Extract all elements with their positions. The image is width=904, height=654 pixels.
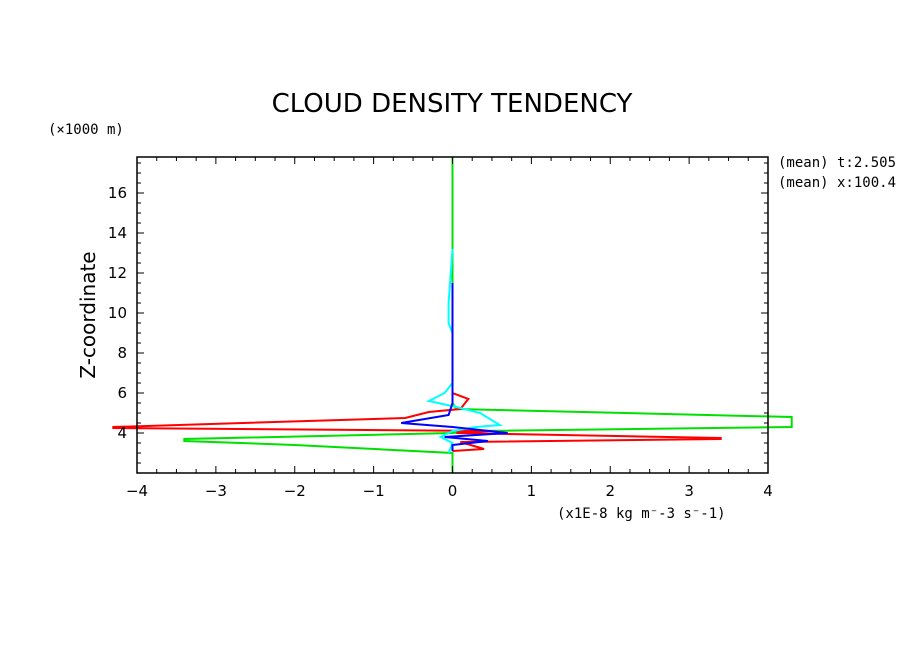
x-tick-label: 4 <box>763 482 773 500</box>
y-tick-label: 4 <box>117 424 127 442</box>
y-tick-label: 14 <box>108 224 127 242</box>
mean-x-annotation: (mean) x:100.4 <box>778 175 896 191</box>
x-tick-label: 1 <box>527 482 537 500</box>
y-tick-label: 10 <box>108 304 127 322</box>
series-line-3 <box>425 248 503 454</box>
x-tick-label: −4 <box>126 482 148 500</box>
series-line-4 <box>401 283 508 451</box>
y-axis-label: Z-coordinate <box>76 251 100 378</box>
chart-title: CLOUD DENSITY TENDENCY <box>272 89 633 119</box>
y-tick-label: 6 <box>117 384 127 402</box>
x-unit-label: (x1E-8 kg m⁻-3 s⁻-1) <box>557 506 726 522</box>
x-tick-label: −1 <box>363 482 385 500</box>
mean-t-annotation: (mean) t:2.505 <box>778 155 896 171</box>
x-tick-label: 3 <box>684 482 694 500</box>
y-tick-label: 12 <box>108 264 127 282</box>
y-unit-label: (×1000 m) <box>48 122 124 138</box>
x-tick-label: 0 <box>448 482 458 500</box>
y-tick-label: 16 <box>108 184 127 202</box>
series-line-2 <box>112 293 722 452</box>
x-tick-label: −2 <box>284 482 306 500</box>
series-layer <box>112 157 793 473</box>
y-tick-label: 8 <box>117 344 127 362</box>
x-tick-label: 2 <box>605 482 615 500</box>
x-tick-label: −3 <box>205 482 227 500</box>
